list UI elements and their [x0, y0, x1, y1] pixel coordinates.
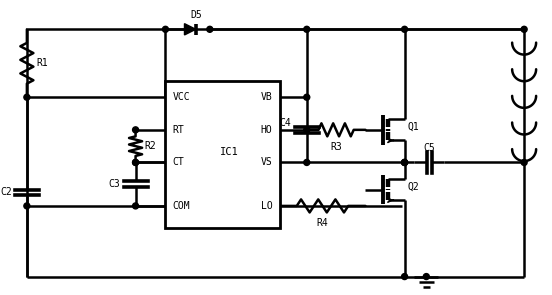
Polygon shape: [184, 24, 196, 35]
Text: VB: VB: [261, 92, 273, 102]
Text: C5: C5: [423, 143, 435, 153]
Text: COM: COM: [173, 201, 190, 211]
Text: VCC: VCC: [173, 92, 190, 102]
Text: VS: VS: [261, 158, 273, 168]
Circle shape: [304, 127, 310, 133]
Circle shape: [304, 26, 310, 32]
Circle shape: [132, 160, 139, 165]
Text: C2: C2: [0, 187, 12, 197]
Text: C3: C3: [109, 179, 120, 189]
Circle shape: [402, 273, 407, 280]
Text: LO: LO: [261, 201, 273, 211]
Text: Q2: Q2: [408, 181, 420, 191]
Text: CT: CT: [173, 158, 184, 168]
Text: R1: R1: [36, 58, 49, 68]
Circle shape: [521, 26, 527, 32]
Text: IC1: IC1: [220, 147, 239, 157]
Text: R2: R2: [144, 141, 156, 151]
Text: D5: D5: [191, 9, 203, 19]
Circle shape: [132, 127, 139, 133]
Circle shape: [402, 160, 407, 165]
Text: C4: C4: [280, 118, 291, 128]
Circle shape: [304, 94, 310, 100]
Circle shape: [132, 203, 139, 209]
Text: Q1: Q1: [408, 122, 420, 132]
Text: R3: R3: [330, 142, 342, 152]
Circle shape: [304, 160, 310, 165]
Circle shape: [521, 160, 527, 165]
Text: R4: R4: [317, 218, 328, 228]
Text: RT: RT: [173, 125, 184, 135]
Circle shape: [24, 94, 30, 100]
Circle shape: [402, 160, 407, 165]
Text: HO: HO: [261, 125, 273, 135]
Circle shape: [132, 160, 139, 165]
Circle shape: [402, 26, 407, 32]
Circle shape: [24, 203, 30, 209]
Circle shape: [207, 26, 213, 32]
Circle shape: [402, 160, 407, 165]
Circle shape: [423, 273, 429, 280]
Bar: [166, 81, 279, 228]
Circle shape: [162, 26, 168, 32]
